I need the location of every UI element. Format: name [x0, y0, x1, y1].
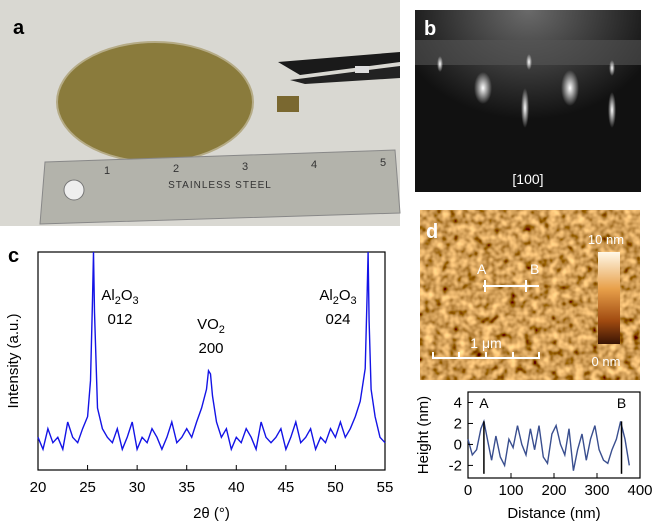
y-axis-label: Intensity (a.u.) [5, 313, 22, 408]
x-tick-label: 20 [30, 479, 47, 496]
x-tick-label: 40 [228, 479, 245, 496]
ruler-number: 1 [104, 165, 110, 177]
x-tick-label: 400 [627, 482, 652, 499]
plot-frame [467, 391, 641, 479]
plot-frame [37, 251, 386, 471]
x-tick-label: 300 [584, 482, 609, 499]
subscript: 3 [133, 295, 139, 307]
x-tick-label: 25 [79, 479, 96, 496]
tweezers [278, 52, 400, 75]
colorbar [598, 252, 620, 344]
x-tick-label: 55 [377, 479, 394, 496]
ruler-number: 4 [311, 159, 317, 171]
formula-part: VO [197, 316, 219, 333]
x-tick-label: 0 [464, 482, 472, 499]
panel-label: b [424, 18, 436, 40]
panel-label: a [13, 17, 25, 39]
rheed-spot [609, 60, 615, 76]
peak-index: 024 [325, 311, 350, 328]
scale-bar-ticks [432, 352, 540, 358]
x-tick-label: 200 [541, 482, 566, 499]
ruler-hole [63, 179, 85, 201]
formula-part: O [339, 287, 351, 304]
caption: [100] [512, 171, 543, 187]
panel-b: b [100] [415, 10, 641, 192]
formula-part: Al [319, 287, 332, 304]
x-tick-label: 50 [327, 479, 344, 496]
subscript: 2 [115, 295, 121, 307]
colorbar-label: 10 nm [588, 232, 624, 247]
formula-part: O [121, 287, 133, 304]
x-tick-label: 100 [498, 482, 523, 499]
peak-annotation: Al2O3 [319, 287, 356, 307]
panel-a: a STAINLESS STEEL 1 2 3 4 5 [0, 0, 401, 226]
x-axis-label: 2θ (°) [193, 505, 230, 522]
xrd-chart: 20 25 30 35 40 45 50 55 2θ (°) Intensity (a.u.) c A… [5, 245, 393, 522]
ruler-number: 3 [242, 161, 248, 173]
ruler-number: 2 [173, 163, 179, 175]
panel-label: c [8, 245, 19, 267]
data-line [37, 251, 386, 452]
ruler-text: STAINLESS STEEL [168, 180, 272, 191]
ruler [39, 149, 401, 225]
panel-label: d [426, 221, 438, 243]
ruler-numbers: 1 2 3 4 5 [104, 157, 386, 177]
point-label: B [530, 261, 539, 277]
y-tick-label: 4 [454, 394, 462, 411]
subscript: 2 [219, 324, 225, 336]
rheed-spot [474, 72, 492, 104]
tweezers-mark [355, 66, 369, 73]
peak-annotation: VO2 [197, 316, 225, 336]
marker-label: A [479, 395, 489, 411]
y-tick-label: 2 [454, 415, 462, 432]
point-label: A [477, 261, 487, 277]
sample-piece [277, 96, 299, 112]
y-tick-label: 0 [454, 436, 462, 453]
peak-annotation: Al2O3 [101, 287, 138, 307]
scale-bar-label: 1 μm [470, 335, 501, 351]
y-axis-label: Height (nm) [415, 396, 432, 474]
y-tick-label: -2 [449, 457, 462, 474]
rheed-spot [521, 88, 529, 128]
peak-index: 200 [198, 340, 223, 357]
x-tick-label: 35 [178, 479, 195, 496]
rheed-spot [437, 56, 443, 72]
rheed-spot [608, 92, 616, 128]
marker-label: B [617, 395, 626, 411]
formula-part: Al [101, 287, 114, 304]
colorbar-label: 0 nm [592, 354, 621, 369]
x-tick-label: 45 [278, 479, 295, 496]
subscript: 2 [333, 295, 339, 307]
ruler-number: 5 [380, 157, 386, 169]
peak-index: 012 [107, 311, 132, 328]
data-line [467, 418, 630, 471]
rheed-spot [526, 54, 532, 70]
x-axis-label: Distance (nm) [507, 505, 600, 522]
panel-d: 10 nm 0 nm A B 1 μm d [420, 210, 640, 380]
rheed-spot [561, 70, 579, 106]
tweezers [290, 66, 400, 84]
x-tick-label: 30 [129, 479, 146, 496]
wafer [56, 41, 254, 163]
subscript: 3 [351, 295, 357, 307]
